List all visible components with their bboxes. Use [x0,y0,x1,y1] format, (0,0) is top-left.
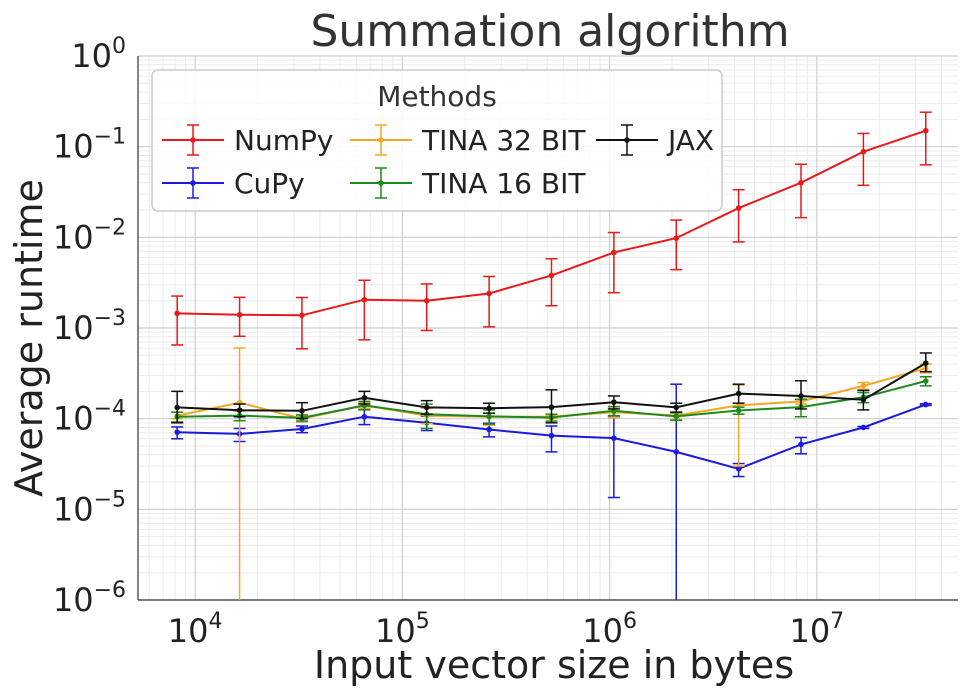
legend-label: NumPy [234,124,333,157]
data-point [236,311,243,318]
data-point [486,413,492,420]
data-point [860,424,867,431]
data-point [673,235,680,241]
legend-marker [190,180,196,186]
chart-title: Summation algorithm [310,6,789,57]
legend-box [151,69,723,212]
x-axis-title: Input vector size in bytes [314,643,794,687]
data-point [735,390,742,397]
tick-labels: 104 105 106 107 10−6 10−5 10−4 10−3 10−2 10−1 100 [53,34,844,650]
legend-marker [378,180,384,186]
data-point [922,127,929,134]
legend-item-jax: JAX [596,124,714,157]
data-point [299,408,305,414]
data-point [922,378,929,384]
data-point [611,435,617,441]
y-axis-title: Average runtime [7,179,51,497]
data-point [486,405,492,412]
legend-marker [624,137,630,143]
x-tick-label: 106 [582,609,637,650]
data-point [486,290,492,297]
data-point [174,404,180,411]
data-point [423,297,430,304]
data-point [361,296,368,303]
y-tick-label: 10−2 [53,215,126,256]
data-point [611,399,617,405]
data-point [548,432,555,439]
legend-marker [190,137,196,143]
x-tick-label: 107 [789,609,844,650]
data-point [798,441,804,448]
legend-item-numpy: NumPy [162,124,333,157]
legend-marker [378,137,384,143]
legend-entries: NumPy CuPy TINA 32 BIT TINA 16 BIT JAX [162,124,714,200]
data-point [548,272,555,279]
y-tick-label: 100 [71,34,126,75]
legend-title: Methods [377,80,497,113]
data-point [361,394,368,401]
data-point [299,312,305,319]
data-point [860,148,867,155]
data-point [174,310,180,317]
y-tick-label: 10−1 [53,125,126,166]
data-point [673,449,680,455]
data-point [735,465,742,472]
legend-label: TINA 16 BIT [421,167,586,200]
data-point [860,396,867,403]
data-point [611,249,617,256]
data-point [236,407,243,413]
data-point [922,360,929,366]
data-point [548,404,555,410]
y-tick-label: 10−4 [53,397,126,438]
legend: Methods NumPy CuPy TINA 32 BIT TINA 16 BIT J… [151,69,723,212]
data-point [735,407,742,414]
series-jax [171,352,932,424]
data-point [860,383,867,389]
data-point [299,426,305,432]
x-tick-label: 105 [375,609,430,650]
data-point [798,179,804,186]
data-point [735,205,742,211]
axes [137,56,958,601]
legend-item-cupy: CuPy [162,167,305,200]
legend-item-tina-16-bit: TINA 16 BIT [350,167,586,200]
series-numpy [171,111,932,350]
legend-item-tina-32-bit: TINA 32 BIT [350,124,586,157]
x-tick-label: 104 [168,609,223,650]
data-point [922,401,929,408]
data-point [361,413,368,420]
series-layer [171,111,932,600]
data-point [673,413,680,420]
legend-label: TINA 32 BIT [421,124,586,157]
legend-label: JAX [666,124,714,157]
y-tick-label: 10−3 [53,306,126,347]
y-tick-label: 10−5 [53,487,126,528]
data-point [486,426,492,433]
legend-label: CuPy [234,167,305,200]
data-point [174,429,180,435]
data-point [673,404,680,411]
data-point [423,404,430,411]
y-tick-label: 10−6 [53,578,126,619]
data-point [798,393,804,399]
